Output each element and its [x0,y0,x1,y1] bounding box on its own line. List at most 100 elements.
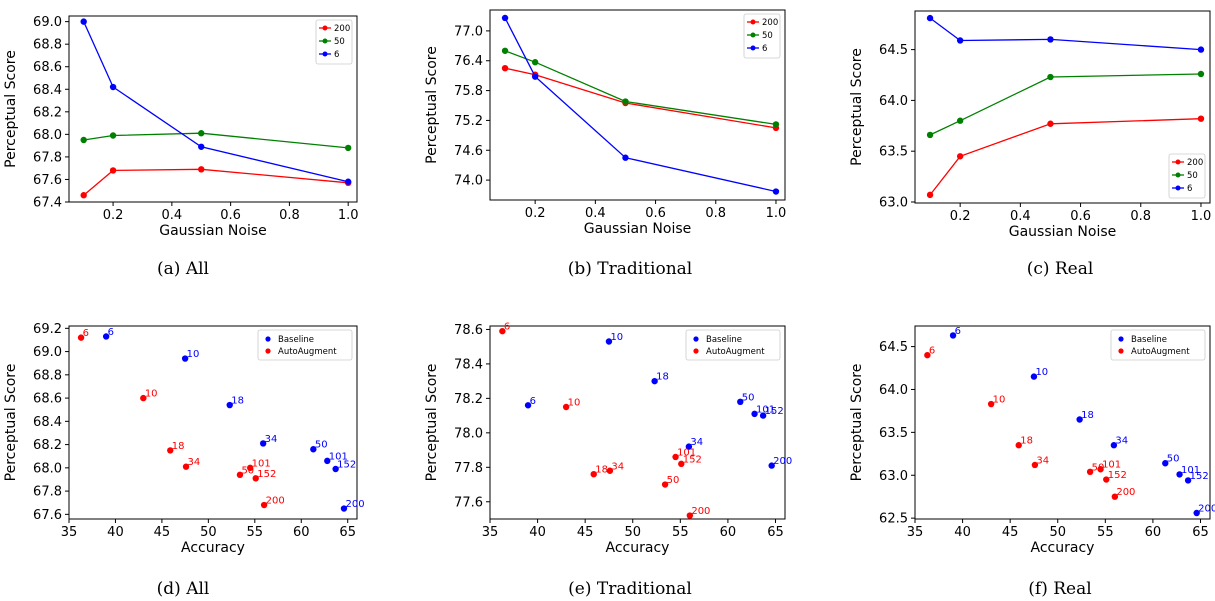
data-label: 34 [690,437,703,448]
legend-label: 6 [762,44,767,54]
y-tick-label: 69.2 [33,322,62,337]
data-label: 200 [345,499,364,510]
data-point [605,338,613,345]
data-point [1197,115,1205,122]
x-tick-label: 0.6 [645,206,666,221]
series-line-6 [504,17,777,193]
legend-marker [750,32,756,38]
data-label: 18 [172,441,185,452]
x-tick-label: 0.6 [220,208,241,223]
data-label: 101 [329,451,348,462]
x-tick-label: 0.2 [103,208,124,223]
y-tick-label: 74.6 [454,144,483,159]
data-point [167,447,174,454]
x-tick-label: 40 [107,525,124,540]
data-label: 34 [611,461,624,472]
legend: 200 50 6 [1168,153,1206,199]
data-point [259,440,267,447]
y-tick-label: 68.8 [33,38,62,53]
data-label: 200 [773,456,792,467]
legend-marker [1175,185,1181,191]
legend: Baseline AutoAugment [257,329,353,361]
panel-caption: (c) Real [1027,259,1094,279]
x-tick-label: 55 [247,525,264,540]
y-axis-label: Perceptual Score [849,48,865,166]
x-axis-label: Gaussian Noise [1009,224,1117,240]
data-label: 18 [1020,436,1033,447]
data-point [1184,477,1192,484]
data-label: 152 [257,469,276,480]
legend-marker [1118,336,1124,342]
plot-frame [68,325,358,520]
data-label: 34 [1036,455,1049,466]
data-label: 50 [742,392,755,403]
panel-e: 35 40 45 50 55 60 65 77.6 77.8 78.0 78.2 78.4 78.6 Ac… [424,322,792,599]
series-line-50 [83,132,349,149]
y-axis-label: Perceptual Score [424,364,440,482]
plot-frame [68,15,358,203]
data-point [102,333,110,340]
data-label: 152 [1190,471,1209,482]
y-tick-label: 64.0 [879,94,908,109]
legend-label: Baseline [278,335,314,345]
data-label: 34 [188,457,201,468]
data-label: 10 [610,332,623,343]
data-point [1031,461,1039,469]
x-tick-label: 0.8 [279,208,300,223]
data-label: 10 [993,395,1006,406]
y-tick-label: 68.4 [33,415,62,430]
y-tick-label: 68.6 [33,392,62,407]
panel-d: 35 40 45 50 55 60 65 67.6 67.8 68.0 68.2 68.4 68.6 68… [3,322,365,599]
y-tick-label: 63.0 [879,469,908,484]
legend-box [1110,329,1206,361]
data-point [1111,493,1119,500]
legend-marker [265,348,271,354]
data-label: 50 [315,440,328,451]
data-point [672,453,679,461]
y-tick-label: 68.0 [33,128,62,143]
data-point [987,400,995,408]
data-point [622,98,629,105]
data-label: 6 [504,322,510,333]
data-point [1047,73,1054,81]
plot-frame [489,325,786,520]
data-point [501,14,509,22]
legend-marker [693,348,699,354]
data-point [1097,466,1104,473]
legend: Baseline AutoAugment [1110,329,1206,361]
data-label: 6 [955,326,961,337]
data-point [198,143,205,150]
y-axis-label: Perceptual Score [3,50,19,168]
series-line-200 [83,168,349,196]
legend: 200 50 6 [743,13,781,59]
data-point [198,166,205,173]
data-point [246,464,254,472]
data-point [181,355,189,362]
data-point [501,47,509,54]
y-tick-label: 68.4 [33,83,62,98]
data-point [1030,373,1038,380]
data-label: 18 [231,396,244,407]
data-point [590,470,597,478]
x-tick-label: 0.8 [1130,209,1151,224]
y-tick-label: 78.6 [454,323,483,338]
x-tick-label: 45 [1002,525,1019,540]
data-label: 200 [691,506,710,517]
y-tick-label: 77.8 [454,461,483,476]
x-tick-label: 55 [1097,525,1114,540]
data-point [226,401,233,409]
data-point [1193,509,1200,517]
data-point [182,463,190,470]
legend-marker [322,51,328,57]
legend-marker [750,45,756,51]
x-tick-label: 65 [767,525,784,540]
data-point [140,394,147,402]
data-point [340,505,348,512]
data-point [1086,468,1094,476]
data-point [109,132,117,139]
y-tick-label: 64.0 [879,383,908,398]
data-point [956,153,964,160]
x-tick-label: 35 [907,525,924,540]
legend-marker [1175,172,1181,178]
